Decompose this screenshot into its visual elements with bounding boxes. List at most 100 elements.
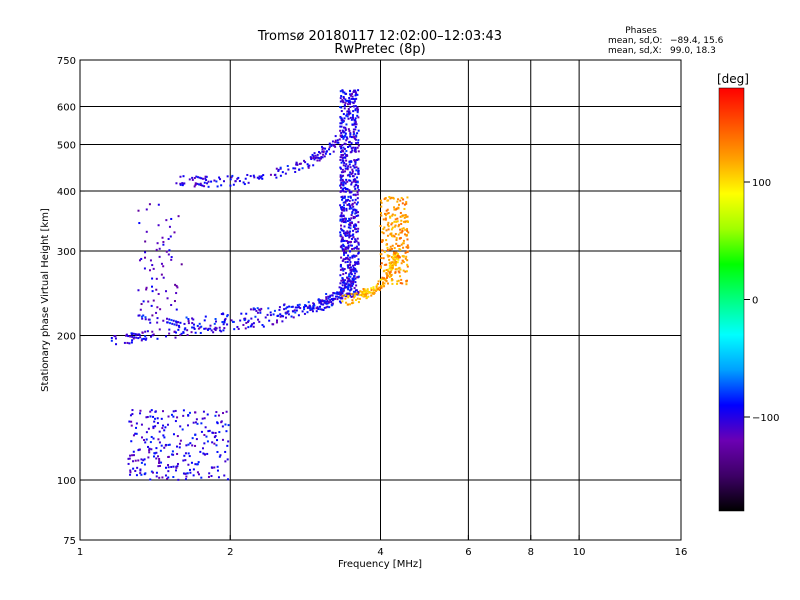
data-point bbox=[334, 141, 337, 144]
data-point bbox=[165, 219, 168, 222]
data-point bbox=[340, 287, 343, 290]
data-point bbox=[147, 300, 150, 303]
data-point bbox=[243, 319, 246, 322]
data-point bbox=[132, 332, 135, 335]
data-point bbox=[152, 267, 155, 270]
data-point bbox=[398, 244, 401, 247]
data-point bbox=[236, 177, 239, 180]
data-point bbox=[352, 217, 355, 220]
data-point bbox=[170, 256, 173, 259]
data-point bbox=[342, 288, 345, 291]
data-point bbox=[220, 421, 223, 424]
data-point bbox=[196, 463, 199, 466]
data-point bbox=[174, 336, 177, 339]
data-point bbox=[358, 293, 361, 296]
data-point bbox=[331, 140, 334, 143]
data-point bbox=[389, 215, 392, 218]
data-point bbox=[347, 108, 350, 111]
data-point bbox=[340, 212, 343, 215]
data-point bbox=[176, 462, 179, 465]
data-point bbox=[337, 141, 340, 144]
data-point bbox=[356, 237, 359, 240]
data-point bbox=[186, 329, 189, 332]
data-point bbox=[342, 101, 345, 104]
data-point bbox=[350, 160, 353, 163]
data-point bbox=[353, 201, 356, 204]
data-point bbox=[351, 284, 354, 287]
data-point bbox=[356, 197, 359, 200]
data-point bbox=[352, 229, 355, 232]
data-point bbox=[347, 111, 350, 114]
data-point bbox=[386, 246, 389, 249]
data-point bbox=[323, 301, 326, 304]
data-point bbox=[348, 207, 351, 210]
data-point bbox=[175, 284, 178, 287]
data-point bbox=[185, 475, 188, 478]
data-point bbox=[354, 161, 357, 164]
data-point bbox=[392, 251, 395, 254]
data-point bbox=[173, 323, 176, 326]
data-point bbox=[404, 228, 407, 231]
data-point bbox=[338, 291, 341, 294]
data-point bbox=[213, 328, 216, 331]
data-point bbox=[353, 216, 356, 219]
data-point bbox=[392, 261, 395, 264]
data-point bbox=[349, 285, 352, 288]
data-point bbox=[356, 276, 359, 279]
data-point bbox=[382, 270, 385, 273]
data-point bbox=[378, 286, 381, 289]
data-point bbox=[342, 183, 345, 186]
data-point bbox=[347, 266, 350, 269]
data-point bbox=[152, 333, 155, 336]
data-point bbox=[339, 156, 342, 159]
data-point bbox=[247, 319, 250, 322]
data-point bbox=[386, 223, 389, 226]
data-point bbox=[170, 413, 173, 416]
data-point bbox=[392, 258, 395, 261]
data-point bbox=[162, 319, 165, 322]
data-point bbox=[306, 311, 309, 314]
data-point bbox=[215, 320, 218, 323]
data-point bbox=[214, 414, 217, 417]
data-point bbox=[341, 90, 344, 93]
data-point bbox=[344, 231, 347, 234]
data-point bbox=[182, 414, 185, 417]
data-point bbox=[353, 160, 356, 163]
data-point bbox=[280, 314, 283, 317]
x-tick-label: 2 bbox=[227, 547, 233, 558]
data-point bbox=[397, 233, 400, 236]
data-point bbox=[226, 444, 229, 447]
data-point bbox=[384, 218, 387, 221]
data-point bbox=[354, 298, 357, 301]
data-point bbox=[352, 175, 355, 178]
data-point bbox=[339, 233, 342, 236]
data-point bbox=[344, 167, 347, 170]
data-point bbox=[342, 179, 345, 182]
data-point bbox=[355, 215, 358, 218]
data-point bbox=[219, 329, 222, 332]
data-point bbox=[322, 303, 325, 306]
data-point bbox=[347, 275, 350, 278]
data-point bbox=[396, 253, 399, 256]
data-point bbox=[343, 282, 346, 285]
data-point bbox=[394, 271, 397, 274]
data-point bbox=[342, 189, 345, 192]
data-point bbox=[196, 471, 199, 474]
data-point bbox=[351, 255, 354, 258]
data-points bbox=[110, 89, 410, 481]
data-point bbox=[351, 268, 354, 271]
data-point bbox=[365, 294, 368, 297]
data-point bbox=[348, 232, 351, 235]
data-point bbox=[356, 111, 359, 114]
data-point bbox=[296, 304, 299, 307]
data-point bbox=[382, 228, 385, 231]
data-point bbox=[344, 201, 347, 204]
data-point bbox=[301, 310, 304, 313]
data-point bbox=[129, 473, 132, 476]
data-point bbox=[141, 317, 144, 320]
data-point bbox=[405, 270, 408, 273]
data-point bbox=[177, 215, 180, 218]
data-point bbox=[344, 261, 347, 264]
data-point bbox=[184, 452, 187, 455]
